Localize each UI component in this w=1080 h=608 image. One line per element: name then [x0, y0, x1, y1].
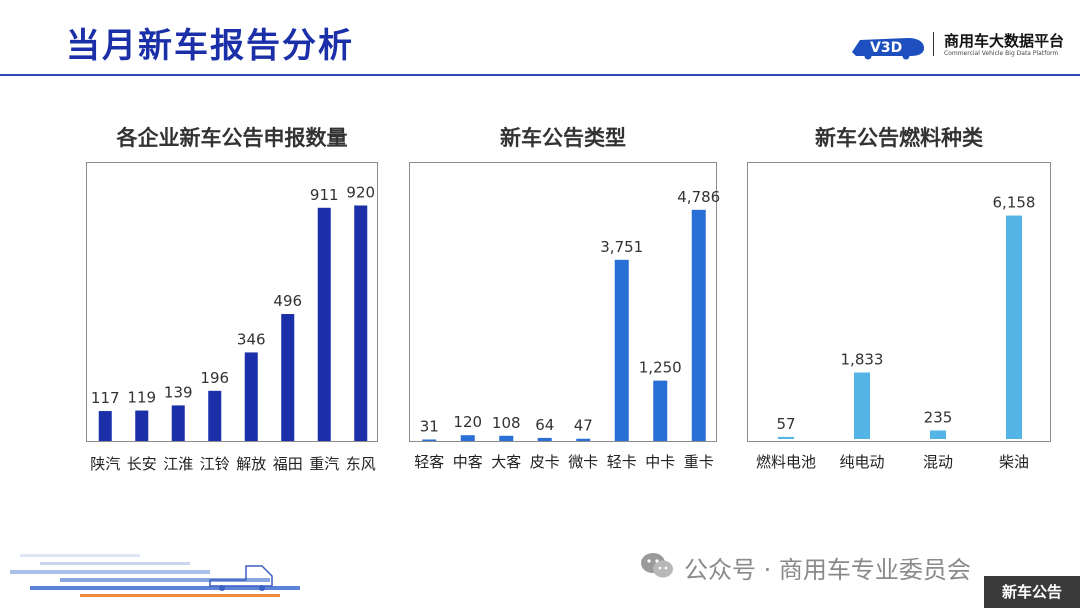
chart-2-category-label: 中卡	[645, 453, 675, 471]
logo-mark-text: V3D	[870, 40, 902, 56]
logo-truck-icon: V3D	[852, 38, 924, 60]
chart-1-bar-江铃	[208, 390, 222, 441]
chart-3-data-label: 235	[924, 408, 953, 426]
chart-2-bar-皮卡	[537, 437, 552, 441]
chart-1-data-label: 346	[237, 330, 266, 348]
chart-2-bar-轻客	[422, 439, 437, 441]
logo-title-cn: 商用车大数据平台	[944, 32, 1065, 50]
chart-2-category-label: 皮卡	[530, 453, 560, 471]
chart-2-data-label: 1,250	[639, 359, 682, 377]
logo-separator	[933, 32, 934, 56]
chart-1-category-label: 江铃	[200, 455, 230, 473]
chart-1-bar-福田	[281, 314, 295, 441]
chart-1-data-label: 911	[310, 186, 339, 204]
chart-1-data-label: 119	[127, 389, 156, 407]
wechat-account-name: 公众号 · 商用车专业委员会	[684, 556, 971, 584]
chart-2-bar-中客	[460, 435, 475, 441]
chart-1-category-label: 陕汽	[90, 455, 120, 473]
logo-title-en: Commercial Vehicle Big Data Platform	[944, 50, 1059, 57]
chart-2-data-label: 120	[453, 413, 482, 431]
chart-2-bar-重卡	[691, 209, 706, 441]
chart-3-category-label: 混动	[923, 453, 953, 471]
chart-1-bar-陕汽	[98, 411, 112, 441]
chart-1-category-label: 长安	[127, 455, 157, 473]
chart-3-category-label: 柴油	[999, 453, 1029, 471]
chart-3-svg: 57 燃料电池 1,833 纯电动 235 混动 6,158 柴油	[756, 194, 1036, 471]
chart-1-data-label: 117	[91, 389, 120, 407]
chart-1-bar-解放	[244, 352, 258, 441]
chart-1-category-label: 解放	[236, 455, 266, 473]
chart-3-bar-纯电动	[854, 372, 870, 439]
chart-1-bar-东风	[354, 205, 368, 441]
chart-2-data-label: 108	[492, 414, 521, 432]
chart-2-bar-大客	[499, 435, 514, 441]
chart-3-panel: 57 燃料电池 1,833 纯电动 235 混动 6,158 柴油	[747, 162, 1051, 471]
chart-2-data-label: 4,786	[677, 188, 720, 206]
chart-2-bar-微卡	[576, 438, 591, 441]
chart-3-bar-柴油	[1006, 215, 1022, 439]
chart-1-title: 各企业新车公告申报数量	[116, 126, 348, 150]
section-tag: 新车公告	[984, 576, 1080, 608]
chart-1-data-label: 920	[346, 183, 375, 201]
page-title: 当月新车报告分析	[66, 26, 354, 66]
chart-3-category-label: 燃料电池	[756, 453, 816, 471]
chart-2-data-label: 31	[420, 418, 439, 436]
chart-2-category-label: 大客	[491, 453, 521, 471]
chart-3-bar-燃料电池	[778, 436, 794, 439]
chart-1-bar-重汽	[317, 207, 331, 441]
wechat-icon	[641, 553, 673, 578]
chart-2-data-label: 47	[574, 417, 593, 435]
chart-3-data-label: 57	[776, 415, 795, 433]
chart-1-bar-江淮	[171, 405, 185, 441]
chart-3-data-label: 6,158	[993, 194, 1036, 212]
chart-2-data-label: 3,751	[600, 238, 643, 256]
chart-1-data-label: 139	[164, 383, 193, 401]
title-divider	[0, 74, 1080, 76]
chart-3-data-label: 1,833	[841, 350, 884, 368]
chart-2-category-label: 轻卡	[607, 453, 637, 471]
chart-1-panel: 117 陕汽 119 长安 139 江淮 196 江铃 346 解放 496 福田 911 重汽 920 东风	[86, 162, 378, 473]
chart-1-data-label: 496	[273, 292, 302, 310]
platform-logo: V3D 商用车大数据平台 Commercial Vehicle Big Data…	[848, 28, 1080, 62]
decorative-truck-graphic	[10, 554, 300, 597]
chart-2-category-label: 重卡	[684, 453, 714, 471]
chart-2-category-label: 微卡	[568, 453, 598, 471]
chart-1-bar-长安	[135, 410, 149, 441]
chart-2-bar-中卡	[653, 380, 668, 441]
chart-1-svg: 117 陕汽 119 长安 139 江淮 196 江铃 346 解放 496 福田 911 重汽 920 东风	[90, 183, 376, 473]
chart-2-category-label: 中客	[453, 453, 483, 471]
chart-3-title: 新车公告燃料种类	[815, 126, 983, 150]
chart-1-category-label: 福田	[273, 455, 303, 473]
chart-2-data-label: 64	[535, 416, 554, 434]
chart-2-panel: 31 轻客 120 中客 108 大客 64 皮卡 47 微卡 3,751 轻卡 1,250 中卡 4,78…	[409, 162, 720, 471]
chart-2-title: 新车公告类型	[500, 126, 626, 150]
chart-2-category-label: 轻客	[414, 453, 444, 471]
chart-2-bar-轻卡	[614, 259, 629, 441]
chart-2-svg: 31 轻客 120 中客 108 大客 64 皮卡 47 微卡 3,751 轻卡 1,250 中卡 4,78…	[414, 188, 720, 471]
chart-1-category-label: 重汽	[309, 455, 339, 473]
chart-3-bar-混动	[930, 430, 946, 439]
chart-1-category-label: 江淮	[163, 455, 193, 473]
chart-1-category-label: 东风	[346, 455, 376, 473]
chart-3-category-label: 纯电动	[839, 453, 884, 471]
chart-1-data-label: 196	[200, 369, 229, 387]
